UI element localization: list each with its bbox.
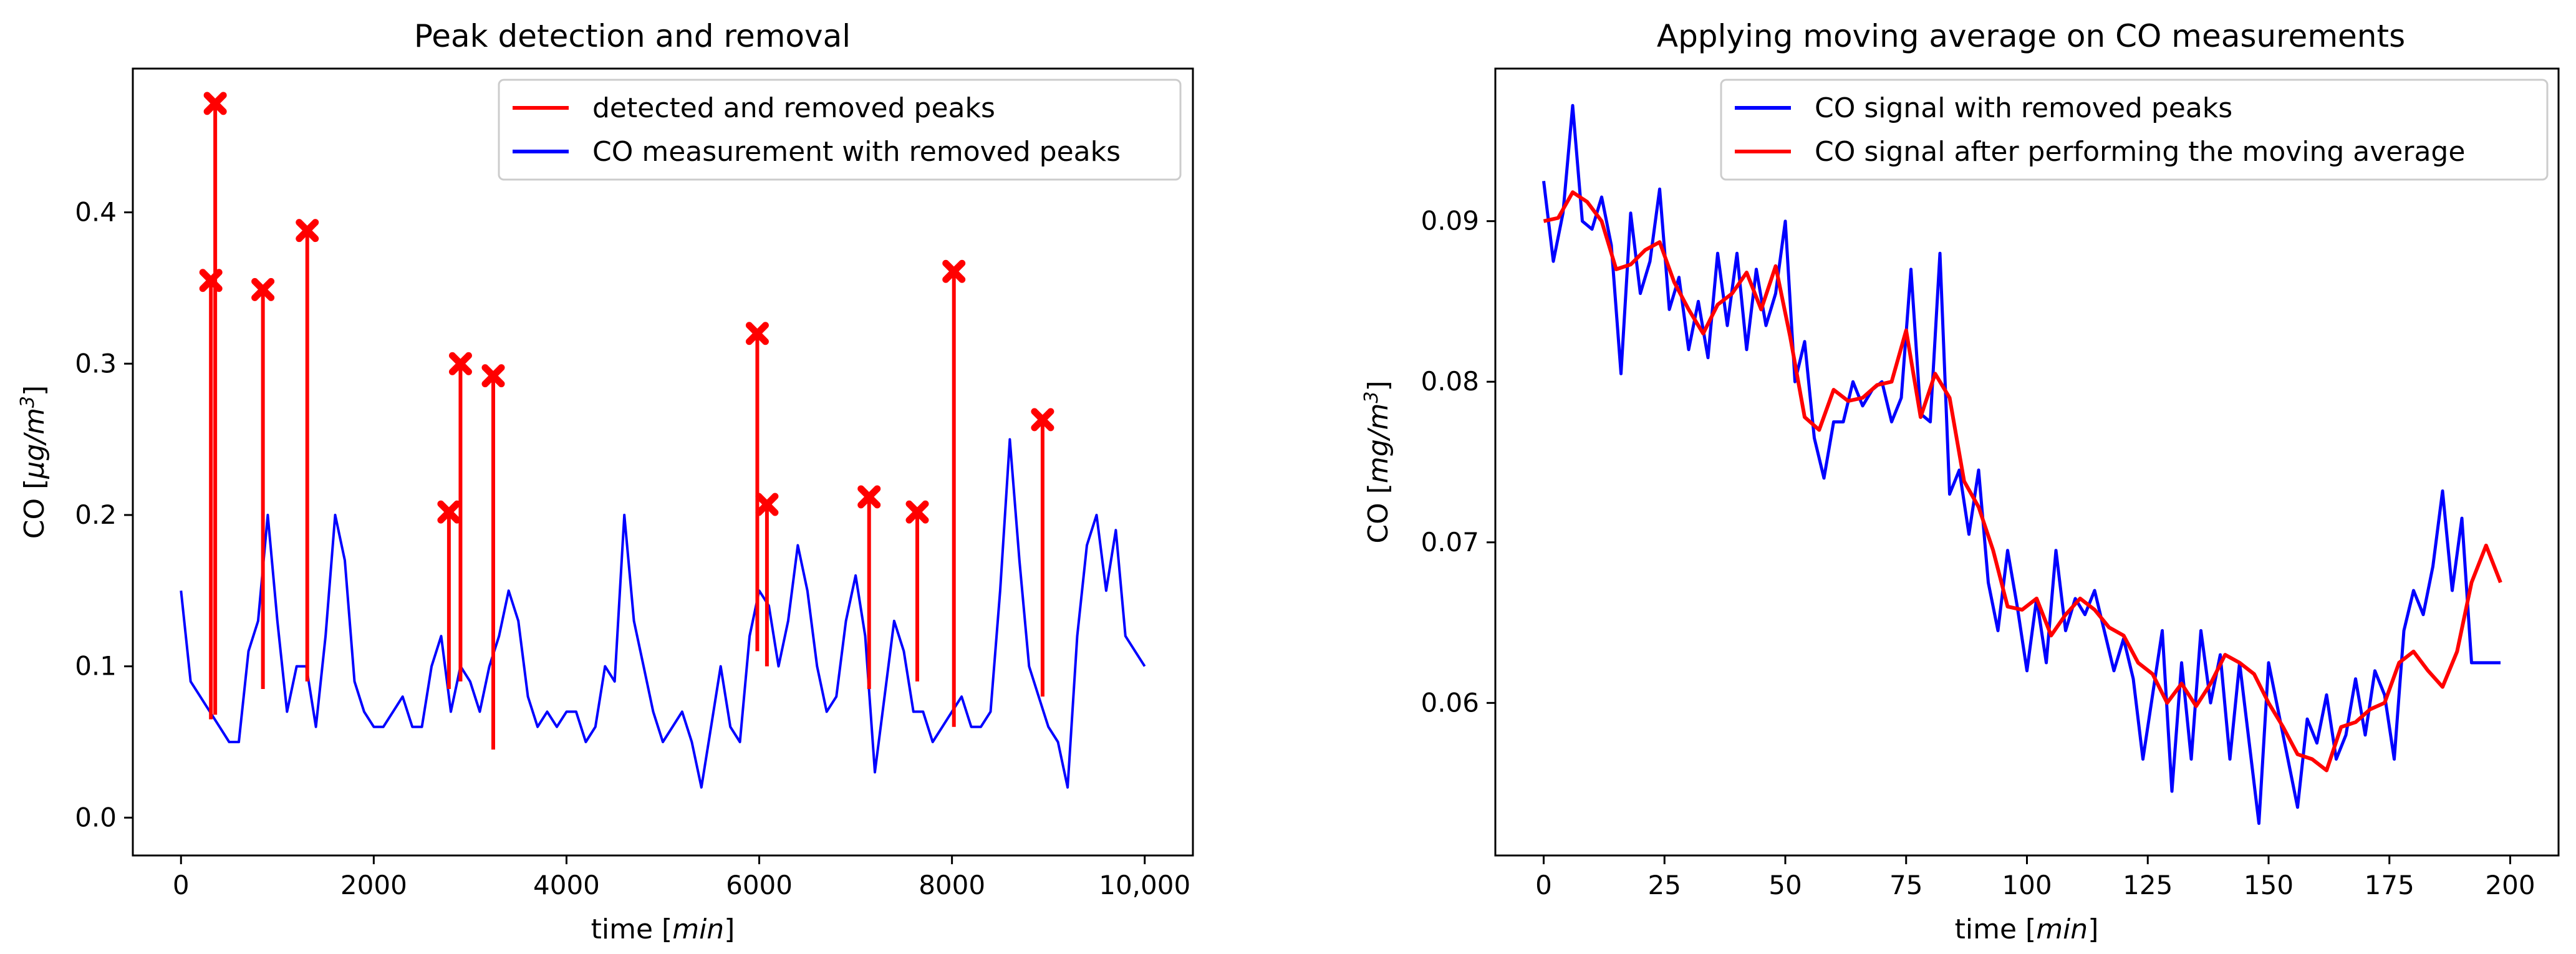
chart-peak-detection: Peak detection and removal 0 2000 4000 6000…	[17, 18, 1194, 945]
peak-marker	[251, 277, 275, 301]
legend-label-average: CO signal after performing the moving av…	[1815, 136, 2465, 168]
x-axis-label-text: time	[1955, 913, 2017, 945]
y-tick-label: 0.2	[75, 499, 117, 530]
plot-area	[1494, 67, 2560, 857]
peak-marker	[905, 500, 929, 524]
y-tick-label: 0.0	[75, 802, 117, 832]
x-axis-label-unit: min	[672, 913, 724, 945]
x-axis-label-text: time	[591, 913, 653, 945]
legend-label-signal: CO signal with removed peaks	[1815, 92, 2232, 124]
peak-marker	[203, 92, 227, 115]
x-tick-label: 150	[2244, 870, 2294, 900]
x-tick-label: 100	[2002, 870, 2052, 900]
x-axis: 0 25 50 75 100 125 150 175 200	[1535, 855, 2535, 900]
x-axis-label-unit: min	[2036, 913, 2088, 945]
y-axis-label-exponent: 3	[1361, 392, 1382, 403]
x-tick-label: 2000	[340, 870, 407, 900]
legend-label-peaks: detected and removed peaks	[592, 92, 995, 124]
x-axis-label: time [min]	[591, 913, 735, 945]
x-tick-label: 8000	[919, 870, 985, 900]
peak-marker	[745, 322, 769, 345]
y-axis-label-exponent: 3	[17, 396, 39, 408]
y-axis-label: CO [mg/m3]	[1361, 380, 1394, 543]
chart-title: Peak detection and removal	[414, 18, 851, 54]
x-tick-label: 4000	[533, 870, 600, 900]
x-tick-label: 125	[2123, 870, 2173, 900]
series-layer	[180, 92, 1146, 789]
x-tick-label: 0	[173, 870, 190, 900]
peak-marker	[437, 500, 461, 524]
peak-marker	[857, 485, 881, 509]
chart-moving-average: Applying moving average on CO measuremen…	[1361, 18, 2560, 945]
peak-marker	[942, 259, 966, 283]
y-tick-label: 0.06	[1421, 687, 1479, 718]
y-axis-label: CO [μg/m3]	[17, 385, 51, 539]
x-axis-label: time [min]	[1955, 913, 2099, 945]
y-tick-label: 0.08	[1421, 366, 1479, 397]
y-axis-label-unit: μg/m	[19, 408, 51, 479]
x-axis: 0 2000 4000 6000 8000 10,000	[173, 855, 1190, 900]
series-layer	[1542, 104, 2502, 825]
peak-marker	[755, 493, 779, 516]
series-line-moving-average	[1543, 190, 2502, 773]
peak-marker	[1031, 408, 1054, 431]
x-tick-label: 50	[1768, 870, 1802, 900]
legend: detected and removed peaks CO measuremen…	[498, 79, 1182, 181]
y-axis: 0.0 0.1 0.2 0.3 0.4	[75, 197, 133, 832]
x-tick-label: 6000	[726, 870, 793, 900]
chart-title: Applying moving average on CO measuremen…	[1657, 18, 2405, 54]
y-axis: 0.06 0.07 0.08 0.09	[1421, 206, 1495, 718]
y-tick-label: 0.07	[1421, 527, 1479, 557]
x-tick-label: 0	[1535, 870, 1552, 900]
x-tick-label: 25	[1648, 870, 1681, 900]
series-line-co-signal	[1542, 104, 2501, 825]
x-tick-label: 10,000	[1099, 870, 1190, 900]
x-tick-label: 200	[2485, 870, 2535, 900]
y-tick-label: 0.4	[75, 197, 117, 228]
y-axis-label-text: CO	[1363, 503, 1394, 543]
y-tick-label: 0.3	[75, 348, 117, 378]
peak-marker	[448, 352, 472, 375]
y-tick-label: 0.1	[75, 651, 117, 682]
legend: CO signal with removed peaks CO signal a…	[1720, 79, 2549, 181]
x-tick-label: 175	[2365, 870, 2414, 900]
y-axis-label-unit: mg/m	[1363, 403, 1394, 483]
y-tick-label: 0.09	[1421, 206, 1479, 236]
legend-box	[498, 79, 1182, 181]
series-line-co-measurement	[180, 438, 1146, 789]
legend-label-signal: CO measurement with removed peaks	[592, 136, 1121, 168]
x-tick-label: 75	[1889, 870, 1922, 900]
y-axis-label-text: CO	[19, 498, 51, 539]
plot-area	[132, 67, 1194, 857]
peak-marker	[481, 364, 505, 388]
legend-box	[1720, 79, 2549, 181]
peak-marker	[296, 219, 319, 243]
